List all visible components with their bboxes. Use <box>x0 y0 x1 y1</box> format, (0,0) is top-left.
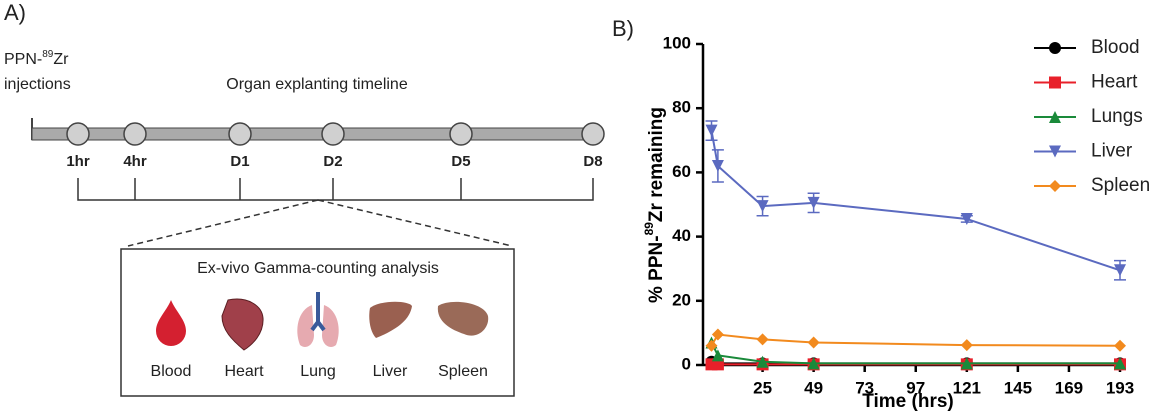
legend-label: Spleen <box>1091 175 1150 196</box>
organ-label: Heart <box>224 363 264 380</box>
bracket <box>77 178 594 201</box>
panel-label: B) <box>612 16 634 41</box>
timepoint-label: 4hr <box>123 153 147 170</box>
organ-label: Lung <box>300 363 336 380</box>
box-title: Ex-vivo Gamma-counting analysis <box>197 260 439 277</box>
marker <box>705 124 718 137</box>
heart-icon <box>221 298 264 351</box>
timepoint-label: D8 <box>583 153 602 170</box>
zoom-lines <box>127 199 513 247</box>
text: 89 <box>642 222 656 236</box>
y-tick-label: 80 <box>672 98 691 117</box>
timepoint <box>228 122 252 146</box>
x-tick-label: 145 <box>1004 378 1032 397</box>
text: 89 <box>42 49 54 60</box>
injection-label: injections <box>4 76 71 93</box>
x-tick-label: 121 <box>953 378 981 397</box>
series-line <box>710 333 1121 347</box>
legend-label: Liver <box>1091 141 1133 162</box>
organ-label: Spleen <box>438 363 488 380</box>
marker <box>756 200 769 213</box>
y-tick-label: 100 <box>663 33 691 52</box>
spleen-icon <box>437 301 489 336</box>
y-tick-label: 40 <box>672 226 691 245</box>
timepoint <box>449 122 473 146</box>
legend-label: Blood <box>1091 37 1140 58</box>
marker <box>705 339 718 352</box>
marker <box>1049 145 1061 158</box>
y-tick-label: 0 <box>682 354 691 373</box>
marker <box>960 212 973 225</box>
marker <box>1049 180 1061 192</box>
marker <box>711 159 724 172</box>
marker <box>807 196 820 209</box>
x-tick-label: 169 <box>1055 378 1083 397</box>
timeline-bar <box>31 127 595 141</box>
marker <box>756 333 769 346</box>
marker <box>711 328 724 341</box>
trachea <box>310 292 326 332</box>
timepoint-label: 1hr <box>66 153 90 170</box>
liver-icon <box>369 301 412 338</box>
marker <box>1049 111 1061 123</box>
timepoint <box>66 122 90 146</box>
x-tick-label: 73 <box>855 378 874 397</box>
legend-label: Lungs <box>1091 106 1143 127</box>
lung-icon <box>297 305 339 347</box>
marker <box>756 355 769 368</box>
marker <box>1114 357 1126 370</box>
timepoint-label: D1 <box>230 153 249 170</box>
timepoint <box>581 122 605 146</box>
timepoint-label: D2 <box>323 153 342 170</box>
marker <box>807 357 820 370</box>
marker <box>1049 76 1061 89</box>
marker <box>960 357 973 370</box>
marker <box>960 339 973 352</box>
panel-a: A) PPN-89Zr injections Organ explanting … <box>4 0 595 397</box>
timepoint <box>123 122 147 146</box>
injection-label: PPN-89Zr <box>4 49 69 69</box>
x-axis-title: Time (hrs) <box>862 391 954 412</box>
panel-label: A) <box>4 0 26 25</box>
marker <box>1114 339 1126 352</box>
text: PPN- <box>4 51 42 68</box>
legend-label: Heart <box>1091 72 1138 93</box>
x-tick-label: 97 <box>906 378 925 397</box>
timeline-title: Organ explanting timeline <box>226 76 408 93</box>
y-tick-label: 20 <box>672 290 691 309</box>
organ-label: Blood <box>151 363 192 380</box>
x-tick-label: 193 <box>1106 378 1134 397</box>
text: Zr <box>53 51 69 68</box>
marker <box>1049 42 1061 54</box>
x-tick-label: 49 <box>804 378 823 397</box>
marker <box>807 336 820 349</box>
text: % PPN- <box>646 235 667 303</box>
organ-label: Liver <box>373 363 408 380</box>
y-axis-title: % PPN-89Zr remaining <box>642 107 667 303</box>
y-tick-label: 60 <box>672 162 691 181</box>
x-tick-label: 25 <box>753 378 772 397</box>
text: Zr remaining <box>646 107 667 222</box>
timepoint <box>321 122 345 146</box>
panel-b: B) Time (hrs) % PPN-89Zr remaining <box>612 16 954 412</box>
blood-icon <box>156 300 186 346</box>
marker <box>1114 264 1126 277</box>
marker <box>711 349 724 362</box>
timepoint-label: D5 <box>451 153 470 170</box>
